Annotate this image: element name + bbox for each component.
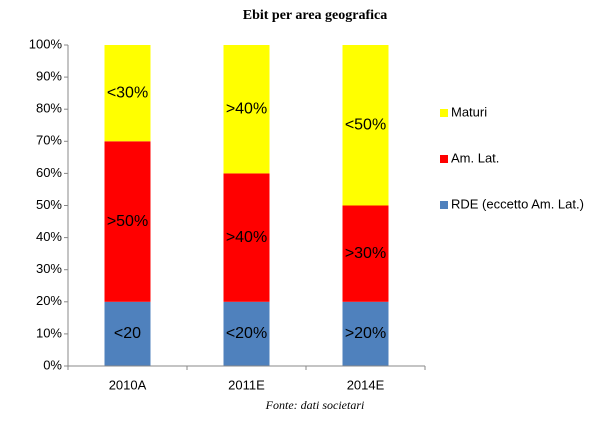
- y-tick-label: 80%: [36, 101, 62, 116]
- y-tick-label: 70%: [36, 133, 62, 148]
- x-tick-label: 2010A: [109, 377, 147, 392]
- data-label: >50%: [107, 213, 148, 230]
- data-label: >40%: [226, 100, 267, 117]
- data-label: <30%: [107, 84, 148, 101]
- y-tick-label: 0%: [43, 357, 62, 372]
- bar-segment: [342, 205, 389, 302]
- y-tick-label: 90%: [36, 69, 62, 84]
- legend-label: Maturi: [451, 104, 487, 119]
- bar-segment: [342, 45, 389, 206]
- bar-segment: [223, 45, 270, 174]
- legend-label: RDE (eccetto Am. Lat.): [451, 196, 584, 211]
- x-tick-label: 2014E: [347, 377, 385, 392]
- chart-title: Ebit per area geografica: [243, 8, 388, 23]
- y-tick-label: 50%: [36, 197, 62, 212]
- y-tick-label: 60%: [36, 165, 62, 180]
- data-label: >20%: [345, 325, 386, 342]
- bar-segment: [342, 301, 389, 366]
- bar-segment: [104, 45, 151, 142]
- legend-swatch: [440, 109, 448, 117]
- y-tick-label: 40%: [36, 229, 62, 244]
- legend-swatch: [440, 155, 448, 163]
- legend-label: Am. Lat.: [451, 150, 499, 165]
- data-label: <50%: [345, 116, 386, 133]
- data-label: <20%: [226, 325, 267, 342]
- bar-segment: [104, 301, 151, 366]
- data-label: >40%: [226, 229, 267, 246]
- y-tick-label: 10%: [36, 325, 62, 340]
- source-note: Fonte: dati societari: [265, 398, 365, 412]
- bar-segment: [223, 173, 270, 302]
- data-label: <20: [114, 325, 141, 342]
- y-tick-label: 30%: [36, 261, 62, 276]
- legend-swatch: [440, 201, 448, 209]
- y-tick-label: 100%: [29, 36, 63, 51]
- data-label: >30%: [345, 245, 386, 262]
- y-tick-label: 20%: [36, 293, 62, 308]
- x-tick-label: 2011E: [228, 377, 265, 392]
- bar-segment: [223, 301, 270, 366]
- bar-segment: [104, 141, 151, 302]
